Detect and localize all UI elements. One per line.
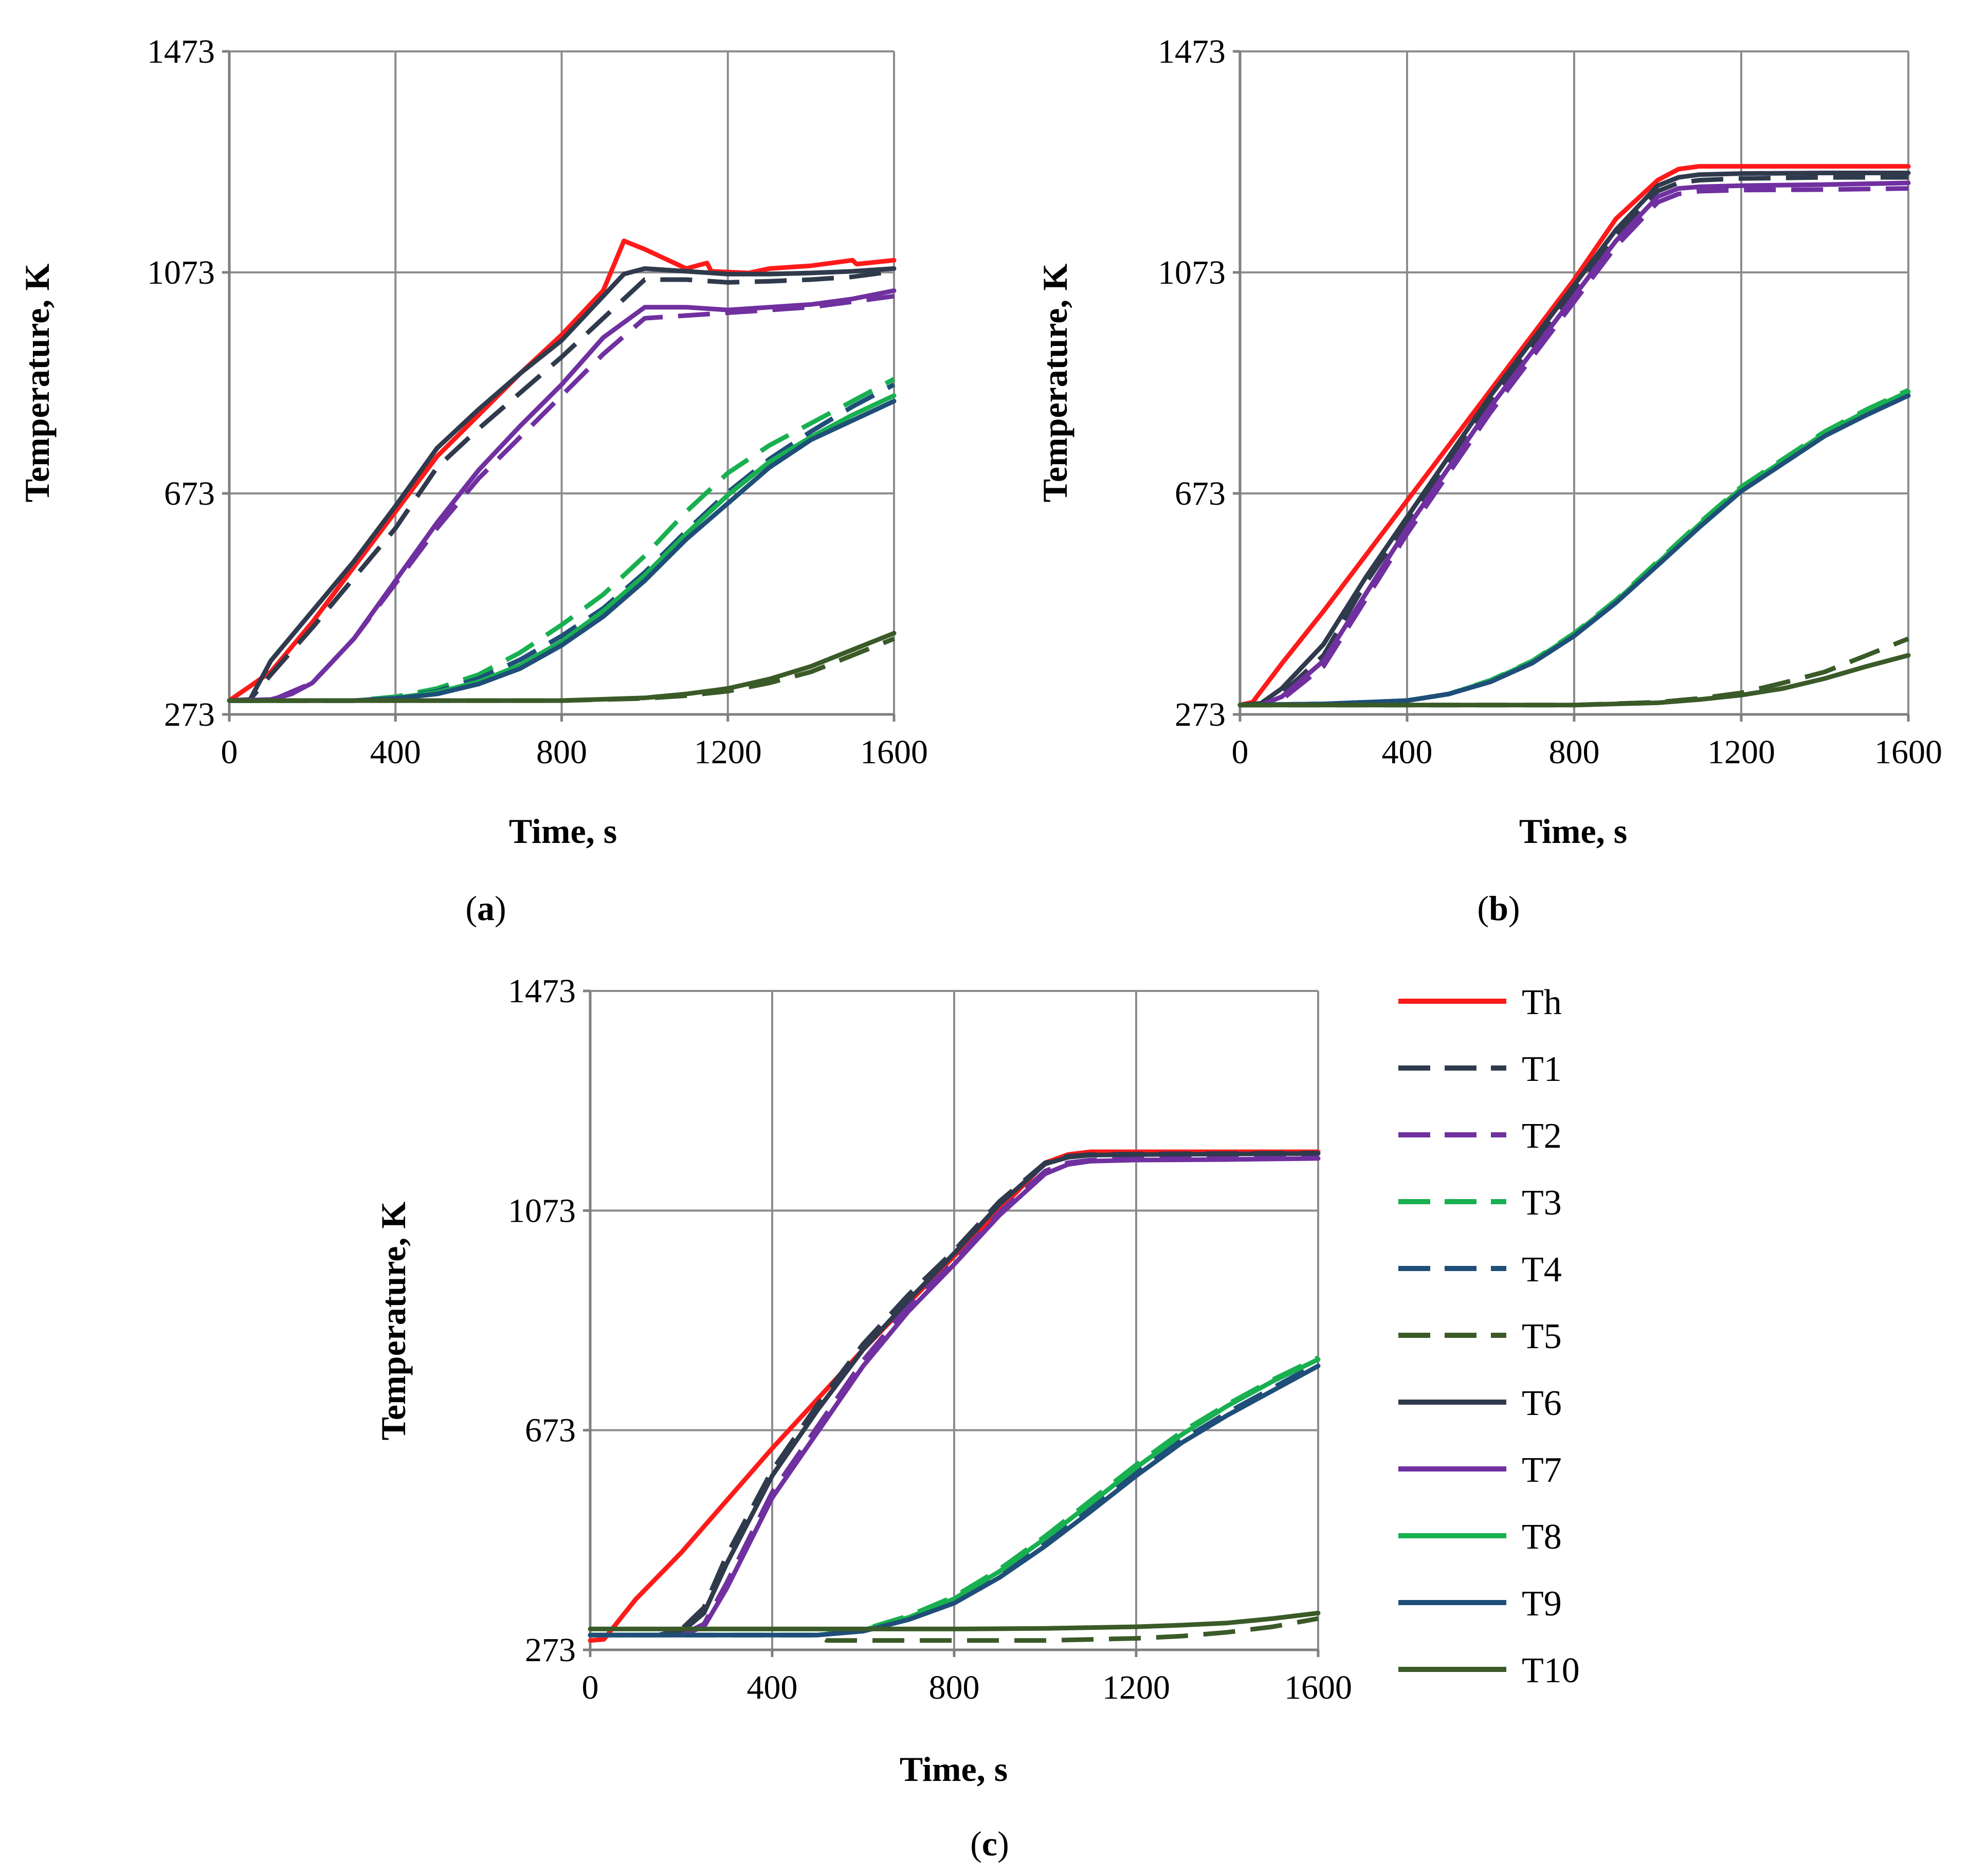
plot-area-c: 0 400 800 1200 1600 273 673 1073 1473 bbox=[508, 972, 1352, 1706]
y-tick-label: 1473 bbox=[1158, 33, 1226, 70]
legend-item: T3 bbox=[1398, 1183, 1562, 1223]
x-axis-title-c: Time, s bbox=[900, 1750, 1008, 1789]
series-line-t2 bbox=[1240, 186, 1909, 708]
x-tick-label: 1200 bbox=[694, 733, 762, 771]
series-line-t9 bbox=[1237, 393, 1911, 708]
y-tick-label: 673 bbox=[1175, 475, 1226, 512]
chart-panel-b: 0 400 800 1200 1600 273 673 1073 1473 Time, s Te… bbox=[1035, 33, 1942, 928]
series-line-t10 bbox=[227, 631, 897, 703]
series-line-t7 bbox=[588, 1156, 1321, 1638]
series-line-t10 bbox=[588, 1610, 1321, 1631]
caption-open-b: ( bbox=[1477, 889, 1489, 928]
series-line-t9 bbox=[227, 399, 897, 703]
legend-item: T8 bbox=[1398, 1517, 1562, 1557]
panel-caption-c: (c) bbox=[970, 1824, 1009, 1863]
y-tick-label: 1073 bbox=[147, 254, 215, 291]
y-tick-label: 273 bbox=[1175, 696, 1226, 733]
series-line-t6 bbox=[227, 266, 897, 703]
x-tick-label: 400 bbox=[370, 733, 421, 771]
legend-item: T6 bbox=[1398, 1384, 1562, 1423]
x-tick-label: 1200 bbox=[1102, 1669, 1170, 1706]
x-axis-title-b: Time, s bbox=[1519, 812, 1627, 851]
y-tick-label: 1473 bbox=[508, 972, 576, 1010]
y-tick-label: 673 bbox=[525, 1412, 576, 1449]
legend-item: T4 bbox=[1398, 1250, 1562, 1290]
y-tick-label: 673 bbox=[164, 475, 215, 512]
legend-item: T5 bbox=[1398, 1317, 1562, 1356]
legend-label-t4: T4 bbox=[1522, 1250, 1562, 1290]
legend-label-t8: T8 bbox=[1522, 1517, 1562, 1557]
y-tick-label: 1073 bbox=[508, 1192, 576, 1229]
caption-open-c: ( bbox=[970, 1824, 982, 1863]
series-line-t1 bbox=[590, 1150, 1319, 1638]
caption-letter-c: c bbox=[982, 1824, 997, 1863]
y-tick-label: 273 bbox=[164, 696, 215, 733]
legend-label-t2: T2 bbox=[1522, 1116, 1562, 1156]
x-tick-label: 0 bbox=[1232, 733, 1249, 771]
caption-letter-a: a bbox=[477, 889, 495, 928]
legend-label-t10: T10 bbox=[1522, 1651, 1580, 1690]
x-tick-label: 800 bbox=[929, 1669, 980, 1706]
legend-label-th: Th bbox=[1522, 983, 1562, 1022]
x-tick-label: 1600 bbox=[1284, 1669, 1352, 1706]
panel-caption-a: (a) bbox=[465, 889, 506, 928]
x-tick-label: 400 bbox=[1382, 733, 1433, 771]
series-line-th bbox=[1237, 164, 1911, 708]
legend-label-t1: T1 bbox=[1522, 1050, 1562, 1089]
caption-close-c: ) bbox=[997, 1824, 1009, 1863]
x-tick-label: 1600 bbox=[860, 733, 928, 771]
legend-item: T7 bbox=[1398, 1450, 1562, 1490]
legend-item: T9 bbox=[1398, 1584, 1562, 1624]
legend: Th T1 T2 T3 T4 T5 T6 T7 T8 T9 T10 bbox=[1398, 983, 1580, 1690]
y-axis-title-a: Temperature, K bbox=[17, 264, 57, 503]
x-axis-title-a: Time, s bbox=[509, 812, 617, 851]
x-tick-label: 0 bbox=[582, 1669, 599, 1706]
series-line-t5 bbox=[590, 1616, 1319, 1643]
legend-item: T2 bbox=[1398, 1116, 1562, 1156]
series-line-t10 bbox=[1237, 653, 1911, 708]
y-axis-title-c: Temperature, K bbox=[374, 1202, 413, 1441]
caption-close-b: ) bbox=[1508, 889, 1520, 928]
series-line-t1 bbox=[229, 269, 895, 703]
series-line-t6 bbox=[1237, 171, 1911, 708]
caption-close-a: ) bbox=[495, 889, 506, 928]
series-line-t7 bbox=[227, 288, 897, 703]
x-tick-label: 800 bbox=[1549, 733, 1600, 771]
caption-letter-b: b bbox=[1489, 889, 1508, 928]
panel-caption-b: (b) bbox=[1477, 889, 1520, 928]
legend-item: Th bbox=[1398, 983, 1562, 1022]
series-line-t1 bbox=[1239, 175, 1908, 708]
series-line-t7 bbox=[1237, 180, 1911, 708]
caption-open-a: ( bbox=[465, 889, 477, 928]
legend-label-t7: T7 bbox=[1522, 1450, 1562, 1490]
series-line-th bbox=[227, 238, 897, 703]
chart-panel-a: 0 400 800 1200 1600 273 673 1073 1473 Time, s Te… bbox=[17, 33, 928, 928]
y-tick-label: 1473 bbox=[147, 33, 215, 70]
series-line-t3 bbox=[229, 377, 896, 703]
legend-label-t5: T5 bbox=[1522, 1317, 1562, 1356]
legend-label-t3: T3 bbox=[1522, 1183, 1562, 1223]
chart-panel-c: 0 400 800 1200 1600 273 673 1073 1473 Time, s Te… bbox=[374, 972, 1352, 1863]
plot-area-b: 0 400 800 1200 1600 273 673 1073 1473 bbox=[1158, 33, 1942, 771]
plot-area-a: 0 400 800 1200 1600 273 673 1073 1473 bbox=[147, 33, 928, 771]
x-tick-label: 800 bbox=[536, 733, 587, 771]
x-tick-label: 1200 bbox=[1707, 733, 1775, 771]
legend-item: T1 bbox=[1398, 1050, 1562, 1089]
series-line-t6 bbox=[588, 1151, 1321, 1638]
x-tick-label: 400 bbox=[747, 1669, 798, 1706]
legend-item: T10 bbox=[1398, 1651, 1580, 1690]
legend-label-t6: T6 bbox=[1522, 1384, 1562, 1423]
y-axis-title-b: Temperature, K bbox=[1035, 264, 1074, 503]
y-tick-label: 1073 bbox=[1158, 254, 1226, 291]
x-tick-label: 0 bbox=[221, 733, 238, 771]
series-line-t4 bbox=[590, 1361, 1320, 1638]
x-tick-label: 1600 bbox=[1874, 733, 1942, 771]
y-tick-label: 273 bbox=[525, 1631, 576, 1669]
legend-label-t9: T9 bbox=[1522, 1584, 1562, 1624]
